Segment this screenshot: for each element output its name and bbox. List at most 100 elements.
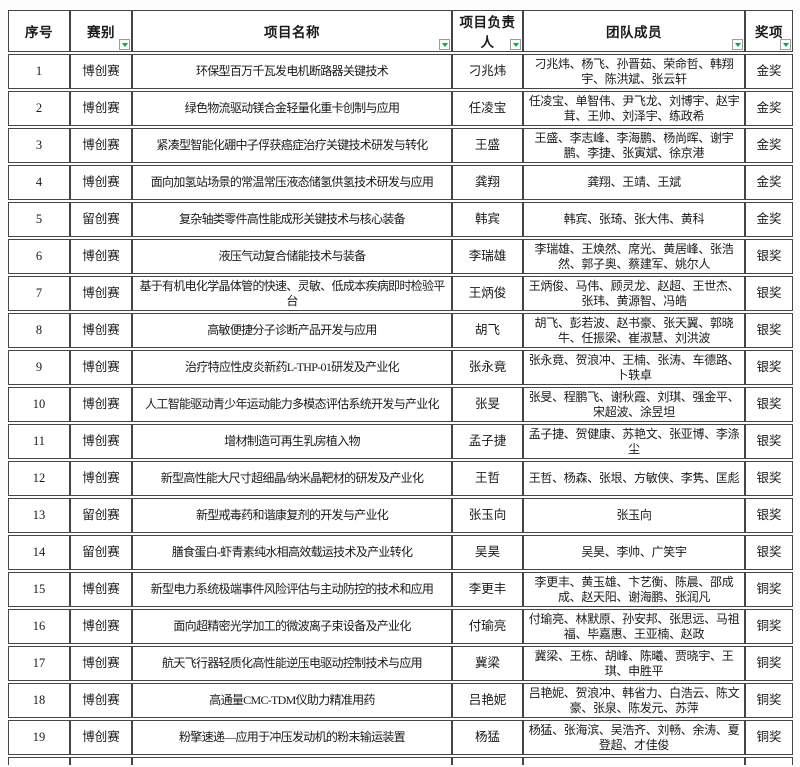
cell-team[interactable]: 王盛、李志峰、李海鹏、杨尚晖、谢宇鹏、李捷、张寅斌、徐京港 xyxy=(523,128,745,163)
cell-leader[interactable]: 任凌宝 xyxy=(452,91,523,126)
cell-project[interactable]: 新型高性能大尺寸超细晶/纳米晶靶材的研发及产业化 xyxy=(132,461,452,496)
cell-project[interactable]: 紧凑型智能化硼中子俘获癌症治疗关键技术研发与转化 xyxy=(132,128,452,163)
cell-index[interactable]: 1 xyxy=(8,54,70,89)
cell-index[interactable]: 15 xyxy=(8,572,70,607)
cell-award[interactable]: 金奖 xyxy=(745,165,793,200)
filter-dropdown-icon[interactable] xyxy=(780,39,791,50)
cell-team[interactable]: 李更丰、黄玉雄、卞艺衡、陈晨、邵成成、赵天阳、谢海鹏、张润凡 xyxy=(523,572,745,607)
cell-index[interactable]: 8 xyxy=(8,313,70,348)
cell-leader[interactable]: 胡飞 xyxy=(452,313,523,348)
cell-team[interactable]: 张玉向 xyxy=(523,498,745,533)
cell-team[interactable]: 孟子捷、贺健康、苏艳文、张亚博、李涤尘 xyxy=(523,424,745,459)
cell-award[interactable]: 金奖 xyxy=(745,91,793,126)
cell-team[interactable]: 杨猛、张海滨、吴浩齐、刘畅、余涛、夏登超、才佳俊 xyxy=(523,720,745,755)
cell-team[interactable]: 冀梁、王栋、胡峰、陈曦、贾晓宇、王琪、申胜平 xyxy=(523,646,745,681)
cell-index[interactable]: 2 xyxy=(8,91,70,126)
cell-index[interactable]: 16 xyxy=(8,609,70,644)
cell-team[interactable]: 张旻、程鹏飞、谢秋霞、刘琪、强金平、宋超波、涂昱坦 xyxy=(523,387,745,422)
cell-award[interactable]: 银奖 xyxy=(745,239,793,274)
cell-leader[interactable]: 孟子捷 xyxy=(452,424,523,459)
cell-category[interactable]: 博创赛 xyxy=(70,128,132,163)
cell-category[interactable]: 留创赛 xyxy=(70,202,132,237)
cell-team[interactable]: 付瑜亮、林默原、孙安邦、张思远、马祖福、毕嘉惠、王亚楠、赵政 xyxy=(523,609,745,644)
cell-project[interactable]: 新型戒毒药和谐康复剂的开发与产业化 xyxy=(132,498,452,533)
cell-leader[interactable]: 张永竟 xyxy=(452,350,523,385)
cell-category[interactable]: 博创赛 xyxy=(70,313,132,348)
cell-project[interactable]: 复杂轴类零件高性能成形关键技术与核心装备 xyxy=(132,202,452,237)
cell-project[interactable]: 新型电力系统极端事件风险评估与主动防控的技术和应用 xyxy=(132,572,452,607)
cell-leader[interactable]: 李瑞雄 xyxy=(452,239,523,274)
cell-empty[interactable] xyxy=(523,757,745,765)
cell-category[interactable]: 留创赛 xyxy=(70,498,132,533)
filter-dropdown-icon[interactable] xyxy=(119,39,130,50)
cell-award[interactable]: 银奖 xyxy=(745,313,793,348)
cell-award[interactable]: 银奖 xyxy=(745,276,793,311)
header-cell-team[interactable]: 团队成员 xyxy=(523,10,745,52)
cell-leader[interactable]: 韩宾 xyxy=(452,202,523,237)
cell-project[interactable]: 粉擎速递—应用于冲压发动机的粉末输运装置 xyxy=(132,720,452,755)
cell-index[interactable]: 9 xyxy=(8,350,70,385)
cell-category[interactable]: 博创赛 xyxy=(70,683,132,718)
cell-index[interactable]: 7 xyxy=(8,276,70,311)
cell-project[interactable]: 人工智能驱动青少年运动能力多模态评估系统开发与产业化 xyxy=(132,387,452,422)
cell-award[interactable]: 银奖 xyxy=(745,535,793,570)
cell-category[interactable]: 博创赛 xyxy=(70,461,132,496)
cell-project[interactable]: 膳食蛋白-虾青素纯水相高效载运技术及产业转化 xyxy=(132,535,452,570)
cell-empty[interactable] xyxy=(70,757,132,765)
cell-leader[interactable]: 龚翔 xyxy=(452,165,523,200)
header-cell-award[interactable]: 奖项 xyxy=(745,10,793,52)
cell-category[interactable]: 博创赛 xyxy=(70,424,132,459)
cell-award[interactable]: 铜奖 xyxy=(745,683,793,718)
cell-empty[interactable] xyxy=(8,757,70,765)
cell-empty[interactable] xyxy=(745,757,793,765)
header-cell-project[interactable]: 项目名称 xyxy=(132,10,452,52)
cell-category[interactable]: 博创赛 xyxy=(70,646,132,681)
cell-index[interactable]: 12 xyxy=(8,461,70,496)
cell-team[interactable]: 刁兆炜、杨飞、孙晋茹、荣命哲、韩翔宇、陈洪斌、张云轩 xyxy=(523,54,745,89)
cell-index[interactable]: 5 xyxy=(8,202,70,237)
cell-project[interactable]: 液压气动复合储能技术与装备 xyxy=(132,239,452,274)
cell-team[interactable]: 胡飞、彭若波、赵书豪、张天翼、郭晓牛、任振梁、崔淑慧、刘洪波 xyxy=(523,313,745,348)
cell-category[interactable]: 博创赛 xyxy=(70,350,132,385)
cell-project[interactable]: 治疗特应性皮炎新药L-THP-01研发及产业化 xyxy=(132,350,452,385)
cell-award[interactable]: 金奖 xyxy=(745,202,793,237)
cell-category[interactable]: 博创赛 xyxy=(70,387,132,422)
header-cell-category[interactable]: 赛别 xyxy=(70,10,132,52)
cell-project[interactable]: 绿色物流驱动镁合金轻量化重卡创制与应用 xyxy=(132,91,452,126)
cell-award[interactable]: 银奖 xyxy=(745,424,793,459)
cell-award[interactable]: 银奖 xyxy=(745,461,793,496)
cell-empty[interactable] xyxy=(132,757,452,765)
cell-award[interactable]: 铜奖 xyxy=(745,572,793,607)
cell-leader[interactable]: 李更丰 xyxy=(452,572,523,607)
cell-index[interactable]: 17 xyxy=(8,646,70,681)
cell-award[interactable]: 金奖 xyxy=(745,54,793,89)
cell-award[interactable]: 银奖 xyxy=(745,498,793,533)
cell-award[interactable]: 金奖 xyxy=(745,128,793,163)
cell-project[interactable]: 高通量CMC-TDM仪助力精准用药 xyxy=(132,683,452,718)
cell-category[interactable]: 博创赛 xyxy=(70,91,132,126)
cell-team[interactable]: 王哲、杨森、张垠、方敏侠、李隽、匡彪 xyxy=(523,461,745,496)
cell-leader[interactable]: 冀梁 xyxy=(452,646,523,681)
cell-leader[interactable]: 刁兆炜 xyxy=(452,54,523,89)
cell-award[interactable]: 铜奖 xyxy=(745,609,793,644)
header-cell-leader[interactable]: 项目负责人 xyxy=(452,10,523,52)
filter-dropdown-icon[interactable] xyxy=(732,39,743,50)
cell-leader[interactable]: 王哲 xyxy=(452,461,523,496)
cell-leader[interactable]: 王盛 xyxy=(452,128,523,163)
cell-index[interactable]: 6 xyxy=(8,239,70,274)
cell-team[interactable]: 吴昊、李帅、广笑宇 xyxy=(523,535,745,570)
filter-dropdown-icon[interactable] xyxy=(439,39,450,50)
cell-category[interactable]: 博创赛 xyxy=(70,239,132,274)
cell-category[interactable]: 留创赛 xyxy=(70,535,132,570)
cell-leader[interactable]: 张玉向 xyxy=(452,498,523,533)
cell-category[interactable]: 博创赛 xyxy=(70,572,132,607)
cell-award[interactable]: 铜奖 xyxy=(745,720,793,755)
cell-team[interactable]: 王炳俊、马伟、顾灵龙、赵超、王世杰、张玮、黄源智、冯皓 xyxy=(523,276,745,311)
cell-award[interactable]: 铜奖 xyxy=(745,646,793,681)
cell-category[interactable]: 博创赛 xyxy=(70,609,132,644)
cell-index[interactable]: 19 xyxy=(8,720,70,755)
cell-category[interactable]: 博创赛 xyxy=(70,165,132,200)
cell-leader[interactable]: 张旻 xyxy=(452,387,523,422)
cell-team[interactable]: 李瑞雄、王焕然、席光、黄居峰、张浩然、郭子奥、蔡建军、姚尔人 xyxy=(523,239,745,274)
cell-project[interactable]: 面向加氢站场景的常温常压液态储氢供氢技术研发与应用 xyxy=(132,165,452,200)
